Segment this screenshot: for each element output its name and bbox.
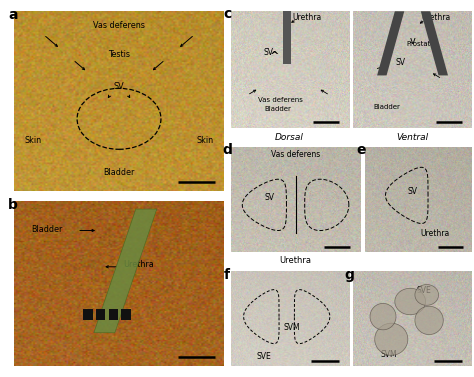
Text: ^: ^ [270, 51, 279, 61]
Polygon shape [421, 11, 448, 75]
Polygon shape [375, 323, 408, 355]
Text: SV: SV [396, 58, 406, 67]
Text: Skin: Skin [25, 136, 42, 145]
Bar [96, 309, 105, 320]
Polygon shape [377, 11, 404, 75]
Text: SV: SV [114, 82, 124, 91]
Text: Urethra: Urethra [293, 13, 322, 21]
Text: Ventral: Ventral [396, 133, 428, 141]
Text: Dorsal: Dorsal [275, 133, 304, 141]
Text: SVM: SVM [284, 323, 301, 333]
Text: SV: SV [407, 187, 417, 196]
Text: g: g [344, 268, 354, 282]
Polygon shape [94, 209, 157, 333]
Text: Vas deferens: Vas deferens [93, 21, 145, 30]
Text: f: f [224, 268, 229, 282]
Text: Bladder: Bladder [373, 104, 400, 110]
Bar [283, 8, 291, 64]
Text: SVM: SVM [381, 350, 397, 359]
Bar [83, 309, 93, 320]
Text: Urethra: Urethra [123, 260, 154, 269]
Text: Skin: Skin [196, 136, 213, 145]
Polygon shape [370, 303, 396, 330]
Bar [109, 309, 118, 320]
Text: Testis: Testis [108, 50, 130, 59]
Text: SV: SV [264, 193, 274, 202]
Text: Vas deferens: Vas deferens [271, 150, 320, 159]
Text: v: v [410, 36, 415, 46]
Polygon shape [415, 285, 438, 305]
Text: c: c [224, 7, 232, 21]
Text: b: b [8, 198, 18, 211]
Text: a: a [8, 8, 18, 22]
Text: SVE: SVE [256, 352, 271, 361]
Text: Bladder: Bladder [264, 106, 292, 112]
Text: Vas deferens: Vas deferens [258, 97, 303, 103]
Text: Urethra: Urethra [421, 229, 450, 238]
Text: Bladder: Bladder [103, 168, 135, 177]
Text: Urethra: Urethra [421, 13, 451, 21]
Bar [121, 309, 130, 320]
Polygon shape [395, 288, 426, 315]
Text: Prostate: Prostate [407, 41, 435, 47]
Text: SV: SV [264, 48, 273, 57]
Text: e: e [357, 143, 366, 157]
Text: Urethra: Urethra [280, 256, 311, 265]
Text: SVE: SVE [417, 286, 432, 295]
Text: Bladder: Bladder [31, 225, 63, 234]
Text: d: d [223, 143, 233, 157]
Polygon shape [415, 306, 443, 334]
